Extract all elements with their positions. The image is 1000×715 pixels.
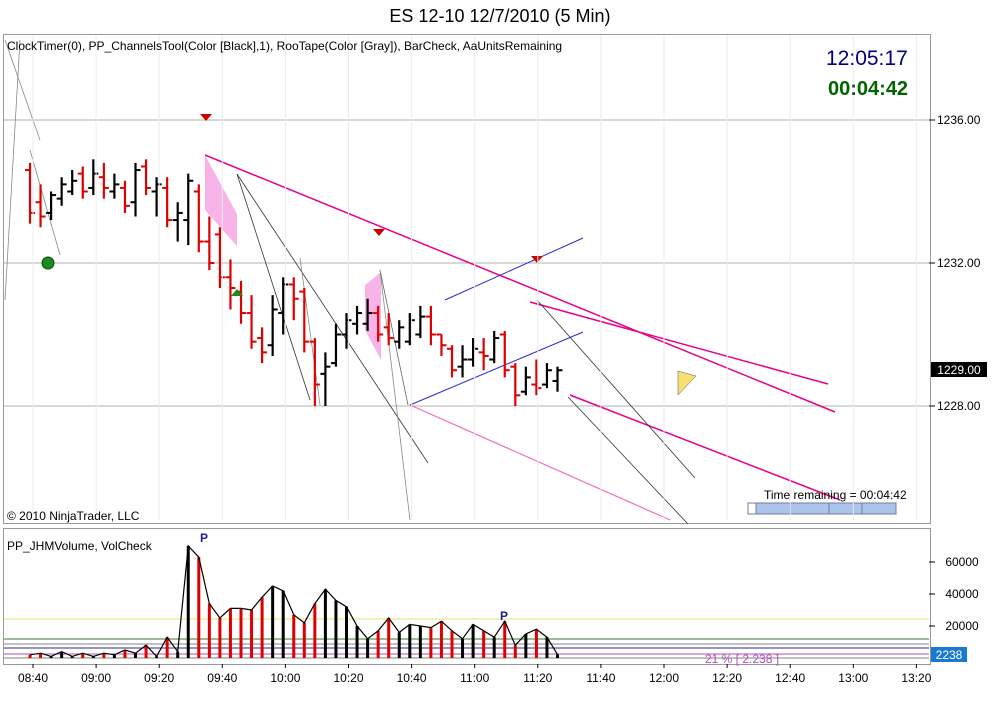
swing-high-marker: [373, 229, 385, 236]
channel-line: [236, 173, 311, 401]
time-tick-label: 12:40: [775, 671, 805, 685]
channel-line: [444, 237, 584, 301]
time-tick-label: 08:40: [18, 671, 48, 685]
price-panel[interactable]: [3, 34, 931, 524]
time-tick-label: 12:20: [712, 671, 742, 685]
sell-zone-fill: [205, 155, 237, 246]
volume-indicator-list: PP_JHMVolume, VolCheck: [7, 539, 152, 553]
time-tick-label: 11:40: [586, 671, 615, 685]
channel-line: [29, 149, 61, 256]
channel-line: [379, 269, 411, 521]
channel-line: [4, 39, 21, 301]
entry-dot: [41, 256, 55, 270]
volume-tick-label: 60000: [945, 555, 979, 569]
time-tick-label: 11:20: [523, 671, 552, 685]
volume-pivot-label: P: [200, 531, 208, 545]
volume-tick-label: 40000: [945, 587, 979, 601]
price-tick-label: 1232.00: [937, 256, 981, 270]
channel-line: [536, 299, 696, 479]
current-price-box: [931, 362, 987, 377]
channel-line: [4, 39, 41, 141]
current-price-label: 1229.00: [937, 363, 981, 377]
clock-time: 12:05:17: [826, 47, 908, 70]
time-tick-label: 09:40: [207, 671, 237, 685]
current-bar-fill: [677, 370, 697, 396]
time-tick-label: 12:00: [649, 671, 679, 685]
copyright-text: © 2010 NinjaTrader, LLC: [7, 509, 140, 523]
time-remaining-bar: [747, 502, 897, 515]
channel-line: [529, 301, 829, 385]
volume-percent-label: 21 % [ 2.238 ]: [705, 652, 779, 666]
time-tick-label: 09:20: [144, 671, 174, 685]
channel-line: [409, 404, 671, 521]
clock-remaining: 00:04:42: [828, 78, 909, 100]
time-remaining-label: Time remaining = 00:04:42: [764, 488, 907, 502]
channel-line: [236, 173, 429, 464]
time-tick-label: 13:20: [901, 671, 931, 685]
time-tick-label: 10:20: [333, 671, 363, 685]
channel-line: [569, 394, 841, 501]
channel-line: [409, 331, 584, 406]
swing-high-marker: [200, 114, 212, 121]
time-tick-label: 09:00: [81, 671, 111, 685]
time-tick-label: 10:40: [397, 671, 427, 685]
channel-line: [379, 269, 409, 406]
time-tick-label: 11:00: [460, 671, 489, 685]
chart-title: ES 12-10 12/7/2010 (5 Min): [389, 6, 611, 26]
price-indicator-list: ClockTimer(0), PP_ChannelsTool(Color [Bl…: [7, 39, 563, 53]
volume-pivot-label: P: [500, 609, 508, 623]
swing-low-marker: [231, 289, 243, 296]
time-remaining-bar-elapsed: [747, 502, 757, 515]
volume-tick-label: 20000: [945, 619, 979, 633]
channel-line: [204, 154, 836, 413]
time-tick-label: 13:00: [838, 671, 868, 685]
volume-line: [29, 544, 559, 658]
swing-high-marker: [531, 256, 543, 263]
sell-zone-fill: [365, 272, 381, 360]
price-tick-label: 1228.00: [937, 399, 981, 413]
current-volume-label: 2238: [936, 648, 963, 662]
price-tick-label: 1236.00: [937, 113, 981, 127]
volume-panel[interactable]: [3, 528, 931, 665]
channel-line: [567, 396, 689, 525]
current-volume-box: [931, 647, 967, 662]
time-tick-label: 10:00: [270, 671, 300, 685]
channel-line: [299, 257, 321, 406]
